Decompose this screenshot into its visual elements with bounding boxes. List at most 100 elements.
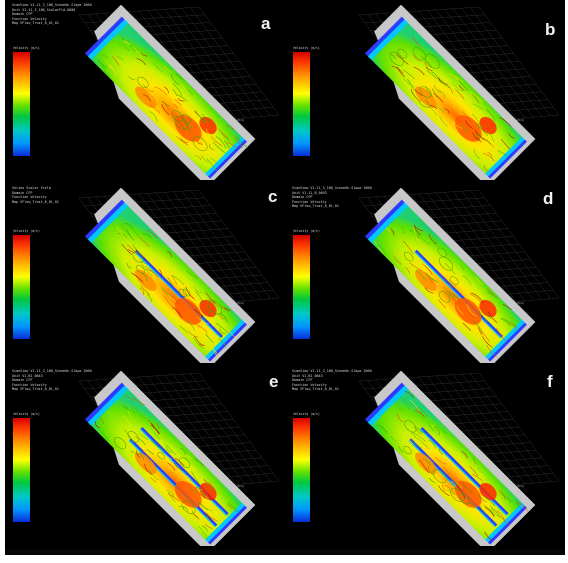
axis-label: Z(m) [517, 484, 525, 488]
legend-title: Velocity (m/s) [13, 412, 40, 416]
panel-b: Velocity (m/s) Z(m) b [285, 0, 565, 183]
header-line: Map VFlow_Trust_8_01_01 [12, 387, 59, 392]
header-line: Function Velocity [12, 16, 47, 21]
panel-letter: d [543, 189, 554, 208]
streaklines [377, 390, 528, 542]
velocity-legend: Velocity (m/s) [293, 412, 323, 534]
legend-title: Velocity (m/s) [13, 229, 40, 233]
high-velocity-zone [135, 452, 217, 508]
axis-label: Z(m) [237, 484, 245, 488]
legend-tick-label [313, 470, 321, 473]
legend-colorbar [293, 235, 310, 339]
flow-domain [367, 19, 524, 176]
legend-tick-label [33, 313, 41, 316]
legend-tick-label [33, 287, 41, 290]
inlet-slot [84, 382, 129, 426]
flow-field [78, 5, 279, 180]
legend-title: Velocity (m/s) [293, 412, 320, 416]
inlet-slot [364, 199, 409, 243]
header-line: Map VFlow_Trust_8_01_01 [12, 21, 59, 26]
outlet-strip [205, 502, 247, 545]
flow-field [78, 371, 279, 546]
axis-label: Z(m) [237, 301, 245, 305]
legend-tick-label [33, 235, 41, 238]
streaklines [98, 36, 249, 171]
velocity-legend: Velocity (m/s) [13, 46, 43, 168]
flow-domain [367, 385, 524, 542]
header-line: Domain CFP [12, 12, 33, 17]
legend-tick-label [313, 235, 321, 238]
header-line: Map VFlow_Trust_8_01_01 [292, 387, 339, 392]
legend-tick-label [313, 78, 321, 81]
inlet-slot [84, 199, 129, 243]
legend-tick-label [313, 261, 321, 264]
header-line: ScanView V1.11_3_180_SceneOn-Slope 2600 [12, 3, 92, 7]
legend-tick-label [33, 78, 41, 81]
header-line: Domain CFP [12, 190, 33, 195]
legend-tick-label [313, 522, 321, 525]
outlet-strip [485, 136, 527, 179]
header-line: Unit V1.11_3_180_ScalarFld-0000 [12, 7, 76, 12]
header-line: Unit V1.B1_0843 [292, 373, 323, 378]
legend-tick-label [313, 130, 321, 133]
streaklines [116, 222, 236, 357]
panel-d: ScanView V1.11_3_180_SceneOn-Slope 2600 … [285, 183, 565, 366]
streaklines [389, 36, 515, 173]
streaklines [94, 396, 240, 540]
header-line: ScanView V1.11_3_180_SceneOn-Slope 2600 [292, 369, 372, 373]
header-line: Series Scalar Field [12, 186, 51, 190]
legend-tick-label [313, 339, 321, 342]
velocity-legend: Velocity (m/s) [13, 412, 43, 534]
legend-tick-label [313, 418, 321, 421]
high-velocity-zone [135, 269, 217, 325]
panel-header: ScanView V1.11_3_180_SceneOn-Slope 2600 … [12, 369, 162, 392]
streaklines [373, 219, 519, 358]
legend-tick-label [33, 418, 41, 421]
legend-title: Velocity (m/s) [293, 229, 320, 233]
inlet-slot [84, 16, 129, 60]
axis-label: Z(m) [517, 301, 525, 305]
legend-tick-label [313, 104, 321, 107]
legend-tick-label [33, 444, 41, 447]
legend-tick-label [33, 339, 41, 342]
header-line: Domain CFP [12, 378, 33, 383]
legend-tick-label [33, 470, 41, 473]
header-line: Function Velocity [12, 195, 47, 200]
legend-tick-label [33, 522, 41, 525]
flow-domain [87, 19, 244, 176]
legend-title: Velocity (m/s) [13, 46, 40, 50]
axis-label: Z(m) [237, 118, 245, 122]
outlet-strip [485, 502, 527, 545]
panel-e: ScanView V1.11_3_180_SceneOn-Slope 2600 … [5, 366, 285, 549]
panel-letter: e [269, 372, 279, 391]
legend-tick-label [33, 52, 41, 55]
legend-tick-label [33, 496, 41, 499]
velocity-legend: Velocity (m/s) [13, 229, 43, 351]
header-line: Function Velocity [12, 382, 47, 387]
figure-grid: ScanView V1.11_3_180_SceneOn-Slope 2600 … [5, 0, 565, 555]
legend-colorbar [13, 52, 30, 156]
legend-tick-label [313, 52, 321, 55]
header-line: Map VFlow_Trust_8_01_01 [292, 204, 339, 209]
legend-tick-label [33, 156, 41, 159]
header-line: Unit V1.B1_0843 [12, 373, 43, 378]
header-line: ScanView V1.11_3_180_SceneOn-Slope 2600 [292, 186, 372, 190]
legend-tick-label [313, 444, 321, 447]
legend-tick-label [33, 104, 41, 107]
panel-header: ScanView V1.11_3_180_SceneOn-Slope 2600 … [292, 369, 442, 392]
legend-tick-label [33, 130, 41, 133]
outlet-strip [205, 319, 247, 362]
legend-tick-label [313, 496, 321, 499]
inlet-slot [364, 16, 409, 60]
legend-tick-label [33, 261, 41, 264]
header-line: ScanView V1.11_3_180_SceneOn-Slope 2600 [12, 369, 92, 373]
legend-title: Velocity (m/s) [293, 46, 320, 50]
header-line: Domain CFP [292, 195, 313, 200]
legend-colorbar [293, 418, 310, 522]
flow-field [358, 371, 559, 546]
header-line: Function Velocity [292, 199, 327, 204]
legend-colorbar [293, 52, 310, 156]
panel-header: Series Scalar Field Domain CFP Function … [12, 186, 162, 204]
velocity-legend: Velocity (m/s) [293, 46, 323, 168]
panel-letter: c [268, 187, 278, 206]
